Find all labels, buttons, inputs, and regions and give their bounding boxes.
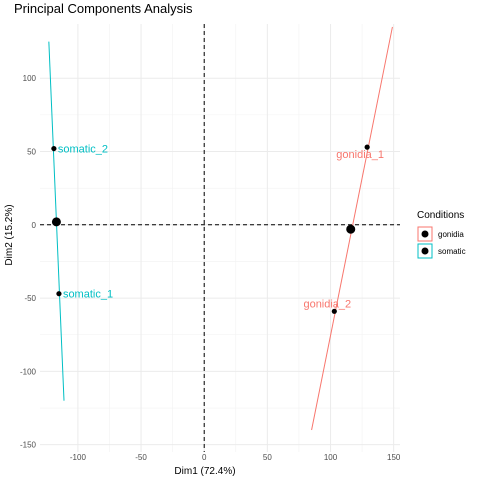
reference-lines	[40, 24, 400, 452]
group-centroid	[346, 224, 356, 234]
x-tick-label: 150	[387, 453, 401, 462]
y-tick-label: 0	[32, 221, 37, 230]
x-tick-label: -50	[135, 453, 147, 462]
legend-label-gonidia: gonidia	[438, 230, 464, 239]
point-label: gonidia_1	[336, 149, 384, 161]
y-tick-label: 50	[27, 148, 36, 157]
y-tick-label: -100	[20, 367, 37, 376]
y-tick-label: -150	[20, 441, 37, 450]
point-label: gonidia_2	[303, 298, 351, 310]
data-point	[331, 308, 337, 314]
x-tick-label: -100	[70, 453, 87, 462]
x-axis-ticks: -100 -50 0 50 100 150	[70, 453, 401, 462]
legend-title: Conditions	[417, 210, 464, 221]
series-layer: gonidia_1 gonidia_2 somatic_2 somatic_1	[48, 26, 393, 431]
y-tick-label: 100	[23, 74, 37, 83]
x-tick-label: 50	[263, 453, 272, 462]
legend-label-somatic: somatic	[438, 247, 466, 256]
legend-key-dot	[421, 247, 429, 255]
point-label: somatic_1	[63, 289, 113, 301]
chart-title: Principal Components Analysis	[14, 1, 193, 16]
data-point	[51, 145, 57, 152]
point-label: somatic_2	[58, 144, 108, 156]
y-axis-ticks: 100 50 0 -50 -100 -150	[20, 74, 37, 449]
x-tick-label: 0	[202, 453, 207, 462]
major-gridlines	[40, 24, 400, 452]
series-gonidia-marks: gonidia_1 gonidia_2	[303, 144, 384, 314]
y-tick-label: -50	[24, 294, 36, 303]
x-axis-title: Dim1 (72.4%)	[174, 466, 235, 477]
data-point	[56, 291, 62, 297]
legend-key-dot	[421, 230, 429, 238]
series-somatic-marks: somatic_2 somatic_1	[51, 144, 113, 301]
legend: Conditions gonidia somatic	[417, 210, 466, 259]
x-tick-label: 100	[324, 453, 338, 462]
y-axis-title: Dim2 (15.2%)	[4, 204, 15, 265]
group-centroid	[51, 217, 61, 227]
data-point	[364, 144, 370, 150]
minor-gridlines	[40, 24, 400, 452]
